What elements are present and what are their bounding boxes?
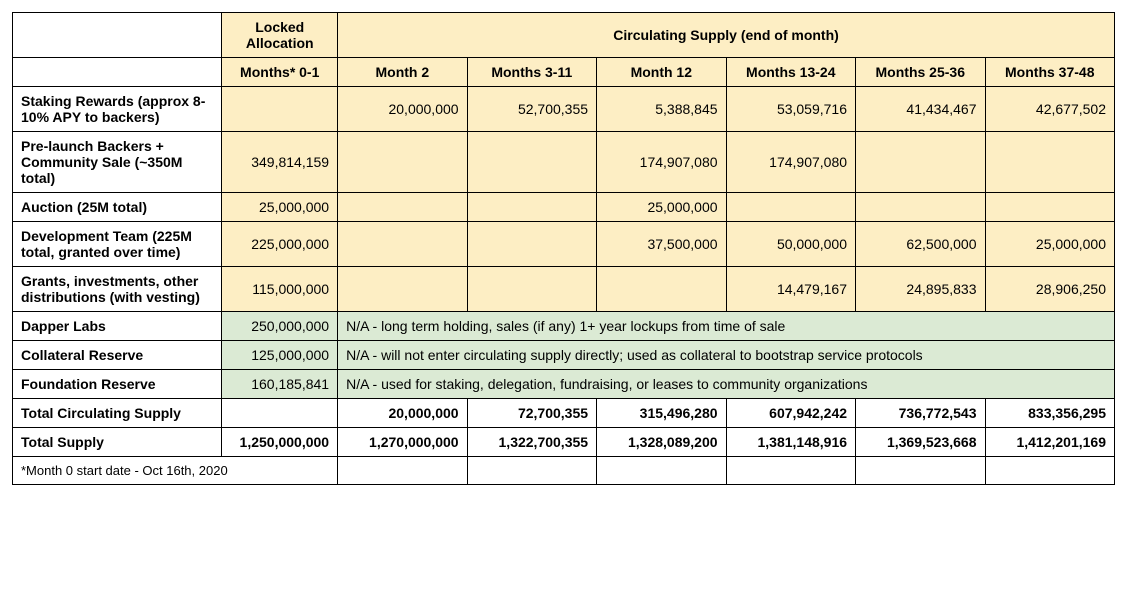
cell-p1 xyxy=(338,222,467,267)
cell-p4: 1,381,148,916 xyxy=(726,428,855,457)
cell-p3: 1,328,089,200 xyxy=(597,428,726,457)
header-row-2: Months* 0-1 Month 2 Months 3-11 Month 12… xyxy=(13,58,1115,87)
cell-locked: 115,000,000 xyxy=(222,267,338,312)
row-label: Total Circulating Supply xyxy=(13,399,222,428)
cell-locked: 250,000,000 xyxy=(222,312,338,341)
row-footnote: *Month 0 start date - Oct 16th, 2020 xyxy=(13,457,1115,485)
cell-p5: 62,500,000 xyxy=(856,222,985,267)
cell-p4: 53,059,716 xyxy=(726,87,855,132)
cell-p6 xyxy=(985,193,1115,222)
header-blank xyxy=(13,13,222,58)
footnote-empty xyxy=(597,457,726,485)
cell-p4: 607,942,242 xyxy=(726,399,855,428)
row-label: Auction (25M total) xyxy=(13,193,222,222)
cell-p1 xyxy=(338,132,467,193)
cell-p6: 28,906,250 xyxy=(985,267,1115,312)
cell-note: N/A - will not enter circulating supply … xyxy=(338,341,1115,370)
row-total-supply: Total Supply 1,250,000,000 1,270,000,000… xyxy=(13,428,1115,457)
header-period-4: Months 13-24 xyxy=(726,58,855,87)
header-period-5: Months 25-36 xyxy=(856,58,985,87)
row-label: Pre-launch Backers + Community Sale (~35… xyxy=(13,132,222,193)
cell-p5 xyxy=(856,193,985,222)
cell-p4: 14,479,167 xyxy=(726,267,855,312)
cell-p5 xyxy=(856,132,985,193)
cell-locked xyxy=(222,399,338,428)
cell-p2: 52,700,355 xyxy=(467,87,596,132)
cell-p1: 20,000,000 xyxy=(338,87,467,132)
cell-locked xyxy=(222,87,338,132)
row-foundation: Foundation Reserve 160,185,841 N/A - use… xyxy=(13,370,1115,399)
cell-locked: 25,000,000 xyxy=(222,193,338,222)
row-staking: Staking Rewards (approx 8-10% APY to bac… xyxy=(13,87,1115,132)
cell-p2: 1,322,700,355 xyxy=(467,428,596,457)
row-total-circulating: Total Circulating Supply 20,000,000 72,7… xyxy=(13,399,1115,428)
cell-p4 xyxy=(726,193,855,222)
cell-p3: 25,000,000 xyxy=(597,193,726,222)
cell-p3: 174,907,080 xyxy=(597,132,726,193)
cell-p2 xyxy=(467,193,596,222)
cell-p5: 1,369,523,668 xyxy=(856,428,985,457)
cell-p3: 5,388,845 xyxy=(597,87,726,132)
row-dapper: Dapper Labs 250,000,000 N/A - long term … xyxy=(13,312,1115,341)
footnote-text: *Month 0 start date - Oct 16th, 2020 xyxy=(13,457,338,485)
cell-p6: 42,677,502 xyxy=(985,87,1115,132)
footnote-empty xyxy=(726,457,855,485)
cell-p6: 25,000,000 xyxy=(985,222,1115,267)
row-grants: Grants, investments, other distributions… xyxy=(13,267,1115,312)
cell-p1: 1,270,000,000 xyxy=(338,428,467,457)
row-label: Dapper Labs xyxy=(13,312,222,341)
cell-p2 xyxy=(467,222,596,267)
cell-locked: 125,000,000 xyxy=(222,341,338,370)
header-period-2: Months 3-11 xyxy=(467,58,596,87)
header-circulating-title: Circulating Supply (end of month) xyxy=(338,13,1115,58)
cell-locked: 160,185,841 xyxy=(222,370,338,399)
cell-p6 xyxy=(985,132,1115,193)
footnote-empty xyxy=(338,457,467,485)
cell-locked: 1,250,000,000 xyxy=(222,428,338,457)
row-label: Total Supply xyxy=(13,428,222,457)
supply-schedule-table: Locked Allocation Circulating Supply (en… xyxy=(12,12,1115,485)
row-label: Grants, investments, other distributions… xyxy=(13,267,222,312)
cell-p4: 50,000,000 xyxy=(726,222,855,267)
header-row-1: Locked Allocation Circulating Supply (en… xyxy=(13,13,1115,58)
row-label: Development Team (225M total, granted ov… xyxy=(13,222,222,267)
row-collateral: Collateral Reserve 125,000,000 N/A - wil… xyxy=(13,341,1115,370)
row-label: Foundation Reserve xyxy=(13,370,222,399)
footnote-empty xyxy=(985,457,1115,485)
row-label: Collateral Reserve xyxy=(13,341,222,370)
header-period-locked: Months* 0-1 xyxy=(222,58,338,87)
row-label: Staking Rewards (approx 8-10% APY to bac… xyxy=(13,87,222,132)
cell-p2 xyxy=(467,132,596,193)
cell-p1: 20,000,000 xyxy=(338,399,467,428)
cell-p5: 41,434,467 xyxy=(856,87,985,132)
footnote-empty xyxy=(467,457,596,485)
cell-p5: 24,895,833 xyxy=(856,267,985,312)
cell-p2 xyxy=(467,267,596,312)
cell-p1 xyxy=(338,267,467,312)
header-blank-2 xyxy=(13,58,222,87)
footnote-empty xyxy=(856,457,985,485)
cell-p2: 72,700,355 xyxy=(467,399,596,428)
row-auction: Auction (25M total) 25,000,000 25,000,00… xyxy=(13,193,1115,222)
row-backers: Pre-launch Backers + Community Sale (~35… xyxy=(13,132,1115,193)
header-period-6: Months 37-48 xyxy=(985,58,1115,87)
header-period-3: Month 12 xyxy=(597,58,726,87)
header-locked-title: Locked Allocation xyxy=(222,13,338,58)
header-period-1: Month 2 xyxy=(338,58,467,87)
cell-locked: 225,000,000 xyxy=(222,222,338,267)
cell-p6: 1,412,201,169 xyxy=(985,428,1115,457)
cell-note: N/A - used for staking, delegation, fund… xyxy=(338,370,1115,399)
row-devteam: Development Team (225M total, granted ov… xyxy=(13,222,1115,267)
cell-p3 xyxy=(597,267,726,312)
cell-p3: 315,496,280 xyxy=(597,399,726,428)
cell-p4: 174,907,080 xyxy=(726,132,855,193)
cell-p5: 736,772,543 xyxy=(856,399,985,428)
cell-locked: 349,814,159 xyxy=(222,132,338,193)
cell-p6: 833,356,295 xyxy=(985,399,1115,428)
cell-p3: 37,500,000 xyxy=(597,222,726,267)
cell-note: N/A - long term holding, sales (if any) … xyxy=(338,312,1115,341)
cell-p1 xyxy=(338,193,467,222)
